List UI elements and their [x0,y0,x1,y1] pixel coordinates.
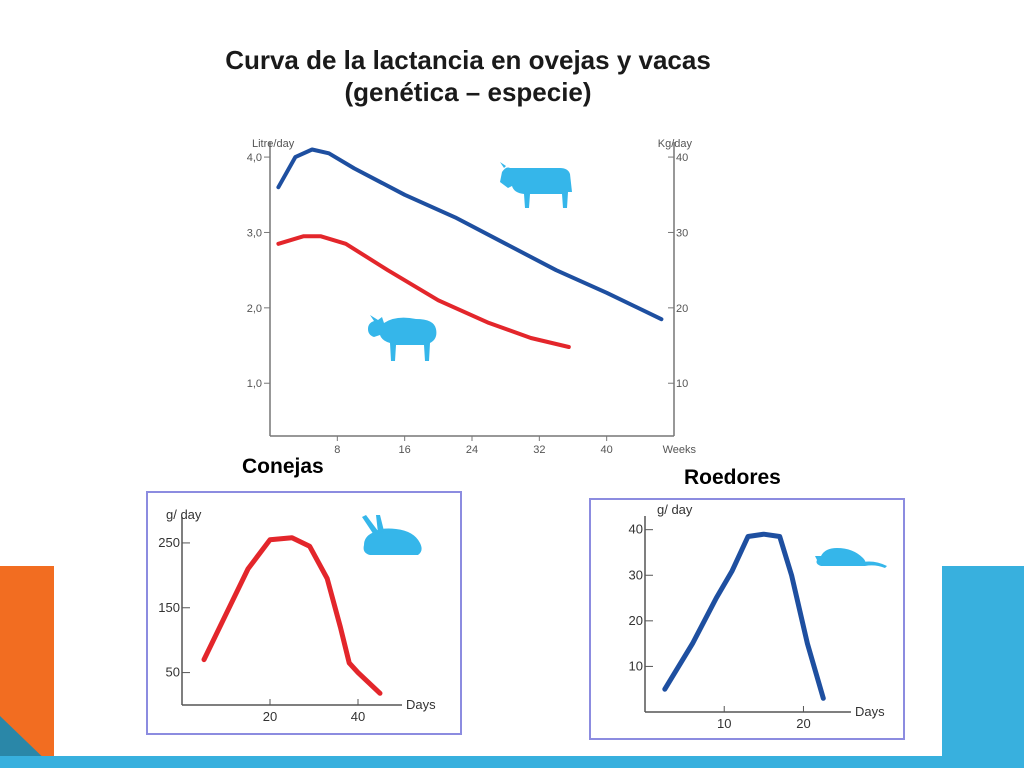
main-lactation-chart: 1,0 2,0 3,0 4,0 10 20 30 40 8 16 24 32 40 Litre/day Kg… [247,138,697,456]
rabbit-lactation-line [201,535,383,696]
rabbit-y-tick-label: 50 [166,665,180,680]
title-line-1: Curva de la lactancia en ovejas y vacas [225,45,711,75]
rodent-lactation-line [662,531,826,701]
main-x-tick-label: 40 [601,444,613,456]
title-line-2: (genética – especie) [344,77,592,107]
cow-lactation-line [276,147,664,322]
main-y-right-tick-label: 40 [676,152,688,164]
rodent-y-tick-label: 30 [629,567,643,582]
rodent-chart-frame [589,498,905,740]
main-y-right-label: Kg/day [658,138,693,150]
blue-decor-band [942,566,1024,768]
bottom-decor-band [0,756,1024,768]
main-x-tick-label: 8 [334,444,340,456]
sheep-icon [368,315,437,361]
rabbit-lactation-chart: 50 150 250 20 40 g/ day Days [158,507,436,724]
main-y-right-tick-label: 10 [676,378,688,390]
main-x-tick-label: 32 [533,444,545,456]
rabbit-x-tick-label: 40 [351,709,365,724]
main-y-left-label: Litre/day [252,138,295,150]
sheep-lactation-line [276,234,571,349]
rabbit-y-tick-label: 150 [158,600,180,615]
cow-icon [500,162,572,208]
rodent-y-tick-label: 20 [629,613,643,628]
slide-title: Curva de la lactancia en ovejas y vacas … [0,44,936,108]
rabbit-x-label: Days [406,697,436,712]
main-y-left-tick-label: 2,0 [247,303,262,315]
rabbit-chart-frame [146,491,462,735]
main-y-left-tick-label: 3,0 [247,227,262,239]
main-y-left-tick-label: 1,0 [247,378,262,390]
rodent-y-label: g/ day [657,502,693,517]
main-x-tick-label: 24 [466,444,478,456]
rabbit-y-label: g/ day [166,507,202,522]
rabbit-y-tick-label: 250 [158,535,180,550]
main-x-label: Weeks [663,444,697,456]
main-y-right-tick-label: 30 [676,227,688,239]
main-y-left-tick-label: 4,0 [247,152,262,164]
rabbit-chart-subtitle: Conejas [242,455,324,478]
rodent-y-tick-label: 10 [629,658,643,673]
rodent-lactation-chart: 10 20 30 40 10 20 g/ day Days [629,502,887,731]
rabbit-icon [362,515,422,555]
rodent-y-tick-label: 40 [629,522,643,537]
main-y-right-tick-label: 20 [676,303,688,315]
rat-icon [815,548,887,568]
rodent-x-tick-label: 20 [796,716,810,731]
main-x-tick-label: 16 [399,444,411,456]
rodent-x-tick-label: 10 [717,716,731,731]
rabbit-x-tick-label: 20 [263,709,277,724]
rodent-chart-subtitle: Roedores [684,466,781,489]
rodent-x-label: Days [855,704,885,719]
